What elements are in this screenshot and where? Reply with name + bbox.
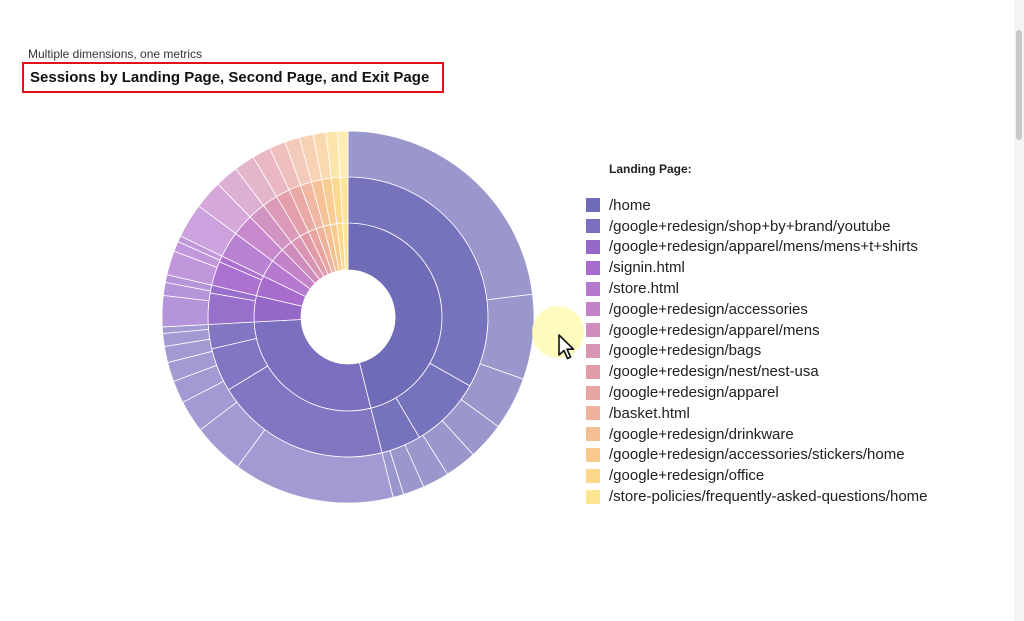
legend-item[interactable]: /google+redesign/office bbox=[586, 465, 1006, 486]
legend-title: Landing Page: bbox=[609, 162, 692, 176]
legend-label: /home bbox=[609, 196, 651, 214]
legend-label: /store.html bbox=[609, 280, 680, 298]
legend-swatch bbox=[586, 447, 600, 462]
legend-swatch bbox=[586, 343, 600, 358]
legend-label: /google+redesign/accessories bbox=[609, 300, 808, 318]
legend-item[interactable]: /google+redesign/drinkware bbox=[586, 424, 1006, 445]
legend-item[interactable]: /google+redesign/shop+by+brand/youtube bbox=[586, 216, 1006, 237]
legend-item[interactable]: /home bbox=[586, 195, 1006, 216]
chart-subtitle: Multiple dimensions, one metrics bbox=[28, 47, 203, 61]
legend-item[interactable]: /google+redesign/apparel/mens/mens+t+shi… bbox=[586, 237, 1006, 258]
legend: Landing Page: /home/google+redesign/shop… bbox=[586, 162, 1006, 507]
legend-swatch bbox=[586, 427, 600, 442]
legend-swatch bbox=[586, 468, 600, 483]
legend-item[interactable]: /google+redesign/bags bbox=[586, 341, 1006, 362]
cursor-highlight bbox=[532, 306, 584, 358]
legend-item[interactable]: /store.html bbox=[586, 278, 1006, 299]
legend-swatch bbox=[586, 219, 600, 234]
legend-swatch bbox=[586, 281, 600, 296]
mouse-pointer-icon bbox=[558, 334, 575, 360]
legend-label: /google+redesign/bags bbox=[609, 342, 762, 360]
legend-label: /basket.html bbox=[609, 404, 690, 422]
chart-title: Sessions by Landing Page, Second Page, a… bbox=[30, 69, 430, 86]
legend-swatch bbox=[586, 239, 600, 254]
legend-item[interactable]: /basket.html bbox=[586, 403, 1006, 424]
legend-item[interactable]: /google+redesign/apparel bbox=[586, 382, 1006, 403]
legend-item[interactable]: /signin.html bbox=[586, 257, 1006, 278]
legend-item[interactable]: /google+redesign/apparel/mens bbox=[586, 320, 1006, 341]
legend-swatch bbox=[586, 302, 600, 317]
legend-items: /home/google+redesign/shop+by+brand/yout… bbox=[586, 195, 1006, 507]
legend-swatch bbox=[586, 406, 600, 421]
legend-swatch bbox=[586, 364, 600, 379]
legend-item[interactable]: /google+redesign/accessories bbox=[586, 299, 1006, 320]
legend-swatch bbox=[586, 489, 600, 504]
legend-swatch bbox=[586, 385, 600, 400]
legend-label: /google+redesign/drinkware bbox=[609, 425, 794, 443]
legend-item[interactable]: /google+redesign/accessories/stickers/ho… bbox=[586, 445, 1006, 466]
legend-swatch bbox=[586, 260, 600, 275]
legend-label: /google+redesign/apparel/mens/mens+t+shi… bbox=[609, 238, 918, 256]
legend-label: /store-policies/frequently-asked-questio… bbox=[609, 488, 928, 506]
legend-label: /google+redesign/accessories/stickers/ho… bbox=[609, 446, 905, 464]
page-scrollbar[interactable] bbox=[1014, 0, 1024, 621]
title-highlight-box: Sessions by Landing Page, Second Page, a… bbox=[22, 62, 444, 93]
legend-label: /google+redesign/nest/nest-usa bbox=[609, 363, 819, 381]
legend-swatch bbox=[586, 198, 600, 213]
legend-label: /google+redesign/office bbox=[609, 467, 765, 485]
legend-label: /signin.html bbox=[609, 259, 685, 277]
legend-label: /google+redesign/shop+by+brand/youtube bbox=[609, 217, 891, 235]
sunburst-exit-slice-14-0[interactable] bbox=[337, 130, 349, 178]
legend-item[interactable]: /store-policies/frequently-asked-questio… bbox=[586, 486, 1006, 507]
legend-label: /google+redesign/apparel/mens bbox=[609, 321, 820, 339]
legend-item[interactable]: /google+redesign/nest/nest-usa bbox=[586, 361, 1006, 382]
legend-label: /google+redesign/apparel bbox=[609, 384, 779, 402]
legend-swatch bbox=[586, 323, 600, 338]
scrollbar-thumb[interactable] bbox=[1016, 30, 1022, 140]
